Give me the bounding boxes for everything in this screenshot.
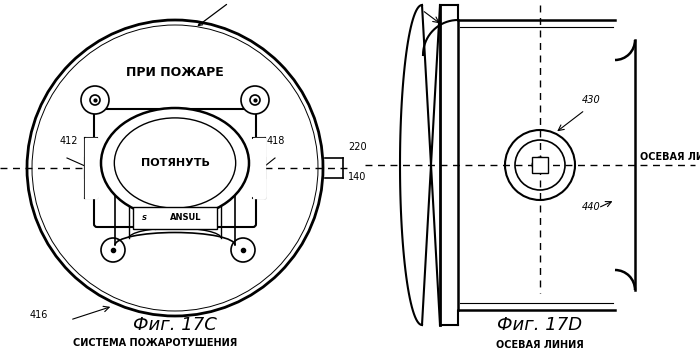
Text: 430: 430 [582,95,601,105]
Circle shape [101,238,125,262]
Text: ПОТЯНУТЬ: ПОТЯНУТЬ [141,158,209,168]
Text: ОСЕВАЯ ЛИНИЯ: ОСЕВАЯ ЛИНИЯ [496,340,584,350]
Circle shape [505,130,575,200]
Circle shape [81,86,109,114]
Circle shape [515,140,565,190]
Text: 412: 412 [60,136,78,146]
FancyBboxPatch shape [94,109,256,227]
Text: 410: 410 [198,0,248,25]
Polygon shape [85,138,97,198]
Text: СИСТЕМА ПОЖАРОТУШЕНИЯ: СИСТЕМА ПОЖАРОТУШЕНИЯ [73,338,237,348]
Ellipse shape [101,108,249,218]
Text: 418: 418 [267,136,286,146]
Polygon shape [253,138,265,198]
Bar [532,157,548,173]
Text: 140: 140 [348,172,366,182]
Text: 410: 410 [392,0,411,2]
Text: Фиг. 17D: Фиг. 17D [498,316,582,334]
Text: 440: 440 [582,202,601,212]
Text: Фиг. 17C: Фиг. 17C [133,316,217,334]
Bar [133,207,217,229]
Text: ОСЕВАЯ ЛИНИЯ: ОСЕВАЯ ЛИНИЯ [640,152,700,162]
Text: ANSUL: ANSUL [170,214,202,222]
Text: S: S [141,215,146,221]
Circle shape [241,86,269,114]
Text: 416: 416 [30,310,48,320]
Text: ПРИ ПОЖАРЕ: ПРИ ПОЖАРЕ [126,66,224,79]
Circle shape [231,238,255,262]
Text: 220: 220 [348,142,367,152]
